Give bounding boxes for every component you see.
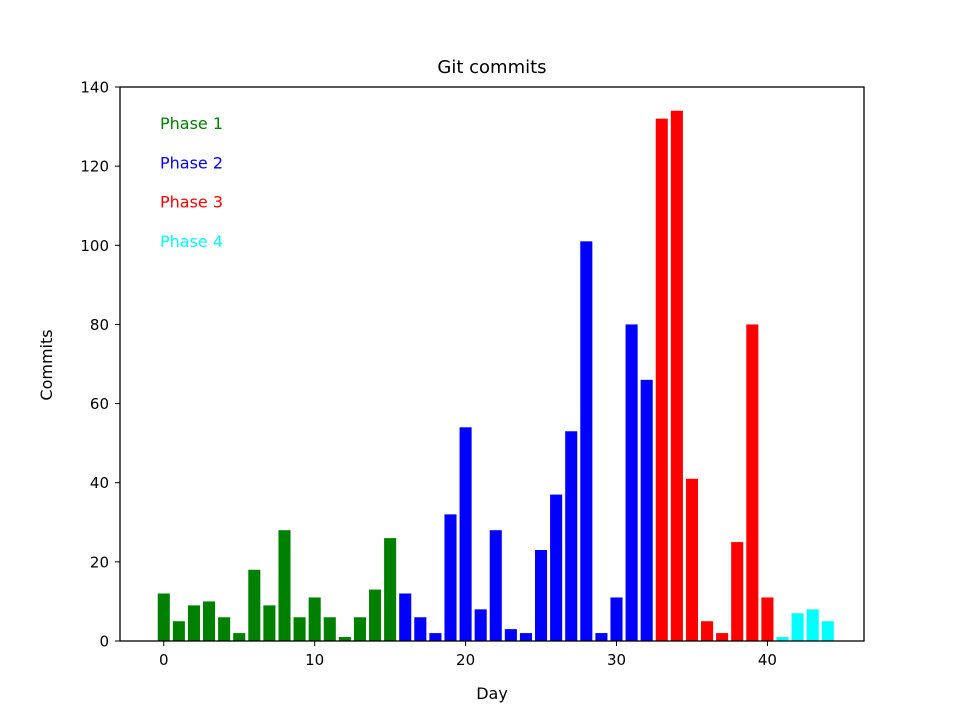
y-tick-label: 100 [80,237,109,255]
x-tick-label: 30 [607,651,626,669]
legend-label-phase4: Phase 4 [160,232,223,251]
y-tick-label: 60 [90,395,109,413]
bar-phase3-day-37 [716,633,729,641]
bar-phase2-day-27 [565,431,578,641]
x-axis-label: Day [476,684,508,703]
bar-phase3-day-35 [685,478,698,641]
bar-phase2-day-26 [550,494,563,641]
bar-phase2-day-17 [414,617,427,641]
legend-label-phase1: Phase 1 [160,114,223,133]
bar-phase4-day-43 [806,609,819,641]
x-tick-label: 0 [159,651,169,669]
legend-label-phase2: Phase 2 [160,153,223,172]
bar-phase1-day-12 [338,637,351,641]
bar-phase2-day-30 [610,597,623,641]
bar-phase1-day-6 [248,569,261,641]
bar-phase2-day-32 [640,379,653,641]
y-tick-label: 80 [90,316,109,334]
bar-phase1-day-13 [353,617,366,641]
bar-phase1-day-14 [369,589,382,641]
bar-phase2-day-28 [580,241,593,642]
bar-phase2-day-16 [399,593,412,641]
bar-phase4-day-44 [821,621,834,641]
bar-phase4-day-42 [791,613,804,641]
plot-frame [119,86,865,642]
bar-phase2-day-22 [489,530,502,641]
x-tick-label: 40 [758,651,777,669]
bar-phase1-day-7 [263,605,276,641]
bar-phase1-day-3 [203,601,216,641]
x-axis-ticks: 0 10 20 30 40 [159,641,777,669]
bar-phase1-day-1 [172,621,185,641]
bar-phase3-day-34 [670,110,683,641]
bar-phase3-day-36 [701,621,714,641]
bar-phase1-day-2 [187,605,200,641]
bar-phase3-day-33 [655,118,668,641]
x-tick-label: 20 [456,651,475,669]
y-tick-label: 0 [99,633,109,651]
y-tick-label: 20 [90,553,109,571]
bar-phase2-day-29 [595,633,608,641]
bar-phase2-day-19 [444,514,457,641]
bar-phase1-day-11 [323,617,336,641]
bar-phase3-day-40 [761,597,774,641]
bar-phase3-day-38 [731,542,744,641]
bar-phase1-day-0 [157,593,170,641]
bars-group [157,110,834,642]
y-tick-label: 140 [80,79,109,97]
bar-phase2-day-23 [504,629,517,641]
bar-phase3-day-39 [746,324,759,641]
bar-phase2-day-24 [519,633,532,641]
bar-phase2-day-31 [625,324,638,641]
legend-label-phase3: Phase 3 [160,193,223,212]
bar-phase1-day-15 [384,538,397,641]
bar-phase2-day-20 [459,427,472,641]
chart-title: Git commits [437,57,546,78]
bar-phase2-day-18 [429,633,442,641]
bar-phase1-day-4 [218,617,231,641]
legend: Phase 1 Phase 2 Phase 3 Phase 4 [160,114,223,251]
bar-phase2-day-21 [474,609,487,641]
bar-phase4-day-41 [776,637,789,641]
bar-phase1-day-9 [293,617,306,641]
y-axis-ticks: 0 20 40 60 80 100 120 140 [80,79,120,651]
y-tick-label: 120 [80,158,109,176]
bar-phase1-day-10 [308,597,321,641]
y-tick-label: 40 [90,474,109,492]
bar-phase1-day-5 [233,633,246,641]
bar-phase2-day-25 [535,549,548,641]
x-tick-label: 10 [305,651,324,669]
y-axis-label: Commits [37,329,56,400]
bar-phase1-day-8 [278,530,291,641]
